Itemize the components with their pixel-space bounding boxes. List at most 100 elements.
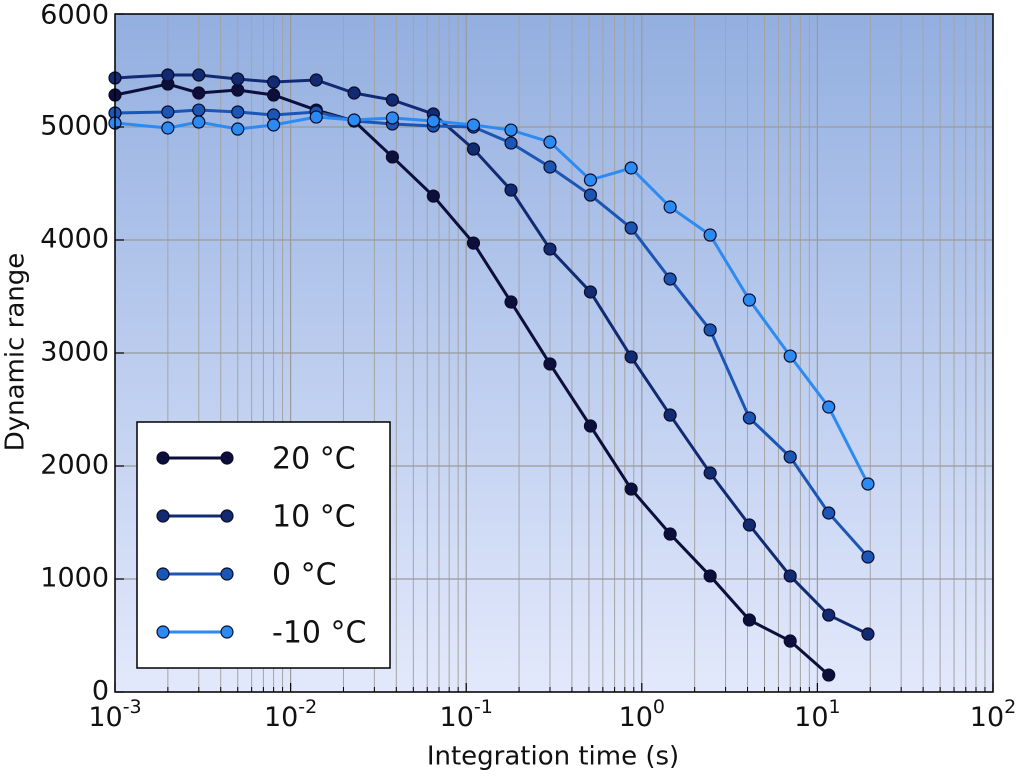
data-point bbox=[385, 93, 400, 107]
data-point bbox=[504, 183, 518, 197]
y-tick-label: 4000 bbox=[40, 224, 109, 255]
data-point bbox=[266, 118, 281, 132]
data-point bbox=[703, 466, 717, 480]
data-point bbox=[822, 608, 836, 622]
data-point bbox=[822, 506, 836, 520]
data-point bbox=[583, 188, 598, 202]
x-tick-exponent: 0 bbox=[653, 696, 665, 718]
data-point bbox=[783, 634, 797, 648]
data-point bbox=[543, 135, 557, 149]
legend-marker bbox=[156, 625, 170, 639]
data-point bbox=[192, 68, 206, 82]
data-point bbox=[663, 408, 677, 422]
data-point bbox=[822, 668, 836, 682]
data-point bbox=[861, 627, 875, 641]
x-tick-exponent: -3 bbox=[123, 696, 142, 718]
data-point bbox=[309, 110, 323, 124]
data-point bbox=[231, 122, 245, 136]
data-point bbox=[783, 450, 797, 464]
data-point bbox=[347, 113, 361, 127]
x-tick-base: 10 bbox=[794, 702, 828, 733]
data-point bbox=[663, 272, 677, 286]
legend-marker bbox=[220, 567, 234, 581]
x-tick-label: 10-2 bbox=[264, 696, 317, 733]
data-point bbox=[192, 103, 206, 117]
y-tick-label: 0 bbox=[92, 676, 109, 707]
data-point bbox=[742, 293, 757, 307]
x-tick-base: 10 bbox=[440, 702, 474, 733]
x-tick-label: 10-3 bbox=[88, 696, 141, 733]
data-point bbox=[624, 350, 638, 364]
x-tick-label: 102 bbox=[970, 696, 1016, 733]
data-point bbox=[543, 357, 557, 371]
x-tick-exponent: 1 bbox=[829, 696, 841, 718]
legend-label: -10 °C bbox=[272, 616, 366, 651]
legend-box bbox=[136, 421, 391, 669]
data-point bbox=[161, 68, 175, 82]
data-point bbox=[309, 73, 323, 87]
data-point bbox=[231, 72, 245, 86]
data-point bbox=[466, 118, 481, 132]
data-point bbox=[161, 121, 175, 135]
data-point bbox=[231, 83, 245, 97]
data-point bbox=[466, 236, 481, 250]
data-point bbox=[583, 285, 598, 299]
y-tick-label: 5000 bbox=[40, 111, 109, 142]
data-point bbox=[266, 88, 281, 102]
y-axis-label: Dynamic range bbox=[1, 253, 31, 452]
x-tick-base: 10 bbox=[264, 702, 298, 733]
data-point bbox=[543, 242, 557, 256]
x-tick-base: 10 bbox=[619, 702, 653, 733]
legend-marker bbox=[220, 509, 234, 523]
data-point bbox=[385, 111, 400, 125]
data-point bbox=[192, 86, 206, 100]
legend-marker bbox=[156, 451, 170, 465]
x-tick-exponent: 2 bbox=[1004, 696, 1016, 718]
x-tick-label: 10-1 bbox=[440, 696, 493, 733]
x-tick-exponent: -2 bbox=[298, 696, 317, 718]
legend-label: 0 °C bbox=[272, 558, 337, 593]
data-point bbox=[742, 518, 757, 532]
data-point bbox=[703, 228, 717, 242]
legend-marker bbox=[220, 451, 234, 465]
data-point bbox=[583, 419, 598, 433]
data-point bbox=[347, 86, 361, 100]
data-point bbox=[783, 569, 797, 583]
data-point bbox=[266, 75, 281, 89]
data-point bbox=[426, 114, 440, 128]
data-point bbox=[504, 136, 518, 150]
data-point bbox=[385, 150, 400, 164]
data-point bbox=[504, 123, 518, 137]
data-point bbox=[742, 613, 757, 627]
data-point bbox=[624, 161, 638, 175]
data-point bbox=[703, 569, 717, 583]
data-point bbox=[543, 160, 557, 174]
x-axis-label: Integration time (s) bbox=[427, 742, 679, 772]
data-point bbox=[426, 189, 440, 203]
x-tick-exponent: -1 bbox=[474, 696, 493, 718]
data-point bbox=[624, 221, 638, 235]
data-point bbox=[742, 411, 757, 425]
data-point bbox=[624, 482, 638, 496]
data-point bbox=[161, 105, 175, 119]
data-point bbox=[466, 142, 481, 156]
data-point bbox=[192, 115, 206, 129]
y-tick-label: 3000 bbox=[40, 337, 109, 368]
data-point bbox=[663, 200, 677, 214]
legend-marker bbox=[156, 567, 170, 581]
legend-label: 10 °C bbox=[272, 500, 356, 535]
legend-label: 20 °C bbox=[272, 442, 356, 477]
x-tick-base: 10 bbox=[88, 702, 122, 733]
data-point bbox=[703, 323, 717, 337]
data-point bbox=[231, 105, 245, 119]
y-tick-label: 1000 bbox=[40, 563, 109, 594]
data-point bbox=[504, 295, 518, 309]
data-point bbox=[822, 400, 836, 414]
y-tick-label: 6000 bbox=[40, 0, 109, 31]
y-tick-label: 2000 bbox=[40, 450, 109, 481]
data-point bbox=[583, 173, 598, 187]
data-point bbox=[783, 349, 797, 363]
data-point bbox=[861, 477, 875, 491]
legend-marker bbox=[156, 509, 170, 523]
